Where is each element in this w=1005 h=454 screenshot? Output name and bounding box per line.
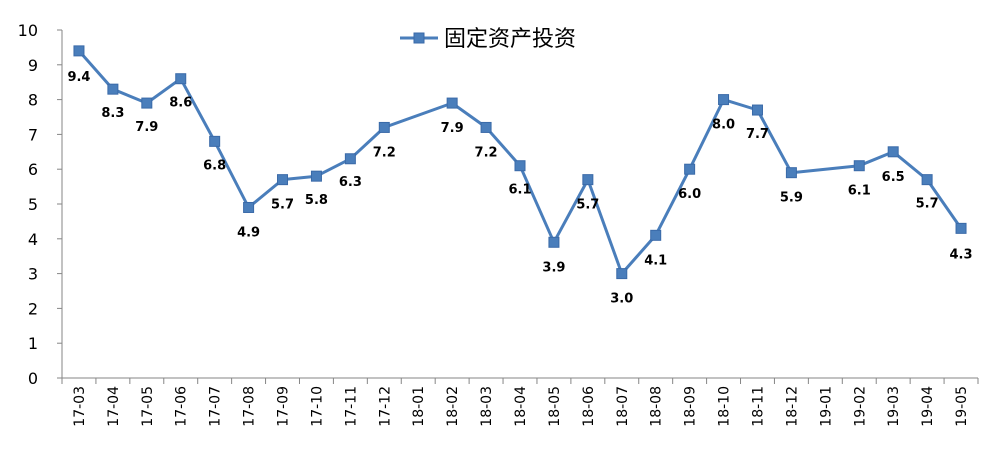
x-tick-label: 17-08 [242,386,258,427]
data-point-marker [955,222,967,234]
data-point-marker [446,97,458,109]
data-point-marker [921,174,933,186]
data-label: 6.0 [678,187,701,202]
data-label: 3.0 [610,292,633,307]
data-point-marker [277,174,289,186]
legend: 固定资产投资 [400,27,576,52]
y-tick-label: 8 [28,91,38,110]
data-point-marker [718,94,730,106]
data-point-marker [785,167,797,179]
x-tick-label: 18-08 [649,386,665,427]
data-label: 7.9 [135,120,158,135]
data-point-marker [616,268,628,280]
y-tick-label: 0 [28,369,38,388]
x-tick-label: 18-04 [513,386,529,427]
data-label: 6.3 [339,175,362,190]
x-tick-label: 19-02 [852,386,868,427]
data-point-marker [684,163,696,175]
data-label: 6.1 [508,183,531,198]
x-tick-label: 18-01 [411,386,427,427]
y-tick-label: 3 [28,265,38,284]
x-tick-label: 19-03 [886,386,902,427]
x-tick-label: 18-02 [445,386,461,427]
x-tick-label: 17-04 [106,386,122,427]
x-tick-label: 17-09 [276,386,292,427]
x-tick-label: 18-09 [683,386,699,427]
data-label: 6.8 [203,158,226,173]
y-tick-label: 10 [18,21,38,40]
data-label: 4.9 [237,225,260,240]
data-point-marker [243,201,255,213]
axes: 0 1 2 3 4 5 6 7 8 9 10 17-03 17-04 17-05 17-06 17-07 17-… [18,21,979,427]
x-tick-label: 17-12 [377,386,393,427]
data-point-marker [548,236,560,248]
x-tick-label: 19-01 [818,386,834,427]
y-tick-label: 1 [28,334,38,353]
data-label: 7.9 [441,121,464,136]
data-label: 8.6 [169,96,192,111]
data-label: 5.9 [780,191,803,206]
legend-label: 固定资产投资 [444,27,576,52]
x-tick-label: 18-05 [547,386,563,427]
data-point-marker [344,153,356,165]
data-label: 8.0 [712,118,735,133]
series-layer: 9.4 8.3 7.9 8.6 6.8 4.9 5.7 5.8 6.3 7.2 7.9 7.2 6.1 3… [67,45,973,307]
x-tick-label: 17-06 [174,386,190,427]
data-label: 9.4 [67,70,90,85]
x-tick-label: 17-10 [309,386,325,427]
data-point-marker [209,135,221,147]
x-tick-label: 17-11 [343,386,359,427]
data-label: 8.3 [101,106,124,121]
x-tick-label: 18-07 [615,386,631,427]
x-tick-label: 19-05 [954,386,970,427]
y-tick-label: 5 [28,195,38,214]
data-point-marker [378,121,390,133]
x-tick-label: 18-12 [784,386,800,427]
data-point-marker [107,83,119,95]
data-point-marker [175,73,187,85]
x-tick-label: 17-05 [140,386,156,427]
data-label: 7.7 [746,127,769,142]
data-point-marker [310,170,322,182]
data-point-marker [73,45,85,57]
x-tick-label: 17-03 [72,386,88,427]
data-point-marker [751,104,763,116]
y-tick-label: 2 [28,299,38,318]
data-label: 6.1 [848,184,871,199]
data-label: 7.2 [475,145,498,160]
x-tick-label: 17-07 [208,386,224,427]
data-point-marker [582,174,594,186]
data-label: 5.8 [305,193,328,208]
data-label: 6.5 [882,170,905,185]
legend-marker [413,32,425,44]
y-tick-label: 4 [28,230,38,249]
data-label: 7.2 [373,145,396,160]
data-label: 5.7 [271,198,294,213]
data-label: 4.1 [644,253,667,268]
data-label: 5.7 [916,197,939,212]
data-point-marker [480,121,492,133]
y-tick-label: 6 [28,160,38,179]
y-tick-label: 9 [28,56,38,75]
data-point-marker [887,146,899,158]
data-label: 3.9 [542,260,565,275]
data-point-marker [514,160,526,172]
x-tick-label: 18-03 [479,386,495,427]
data-point-marker [853,160,865,172]
x-tick-label: 18-10 [717,386,733,427]
x-tick-label: 19-04 [920,386,936,427]
data-label: 5.7 [576,198,599,213]
data-point-marker [650,229,662,241]
x-tick-label: 18-11 [750,386,766,427]
data-point-marker [141,97,153,109]
x-tick-label: 18-06 [581,386,597,427]
data-label: 4.3 [950,247,973,262]
y-tick-label: 7 [28,125,38,144]
